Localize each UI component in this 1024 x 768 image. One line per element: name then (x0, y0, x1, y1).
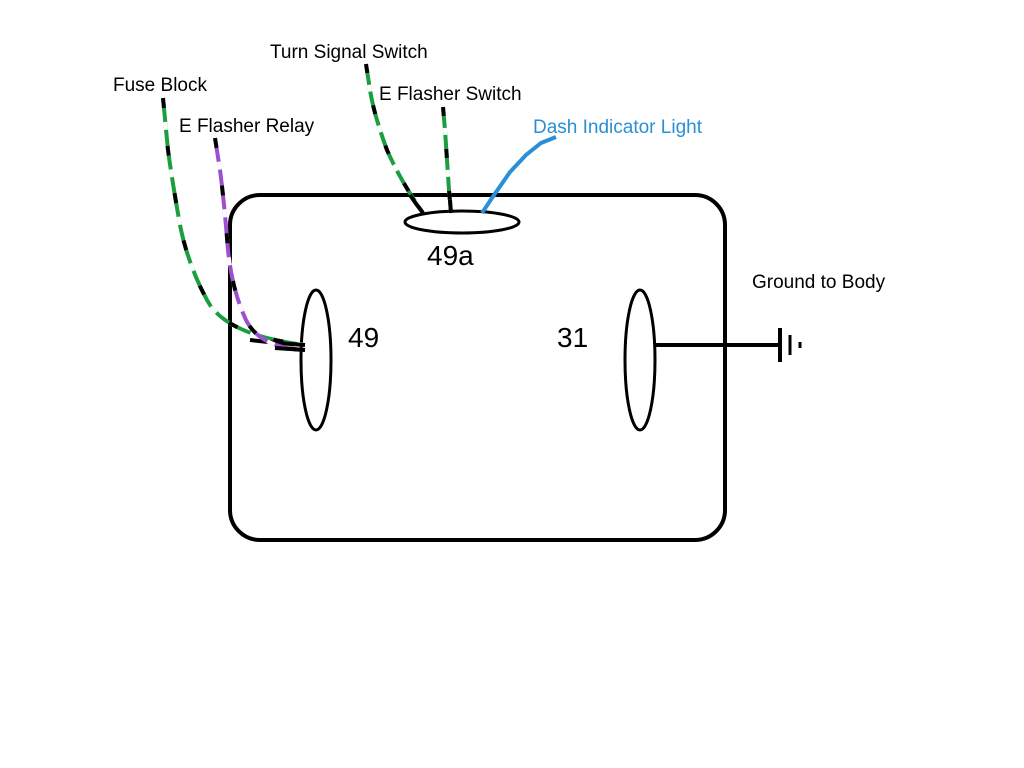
terminal-label-49: 49 (348, 322, 379, 354)
wire-dash-indicator (482, 137, 556, 213)
terminal-label-49a: 49a (427, 240, 474, 272)
terminal-slot-31 (625, 290, 655, 430)
label-fuse-block: Fuse Block (113, 75, 207, 97)
label-turn-signal-switch: Turn Signal Switch (270, 42, 428, 64)
terminal-slot-49 (301, 290, 331, 430)
relay-box (230, 195, 725, 540)
terminal-slot-49a (405, 211, 519, 233)
label-dash-indicator: Dash Indicator Light (533, 117, 702, 139)
label-ground-to-body: Ground to Body (752, 272, 885, 294)
terminal-label-31: 31 (557, 322, 588, 354)
wiring-diagram (0, 0, 1024, 768)
label-e-flasher-relay: E Flasher Relay (179, 116, 314, 138)
label-e-flasher-switch: E Flasher Switch (379, 84, 522, 106)
